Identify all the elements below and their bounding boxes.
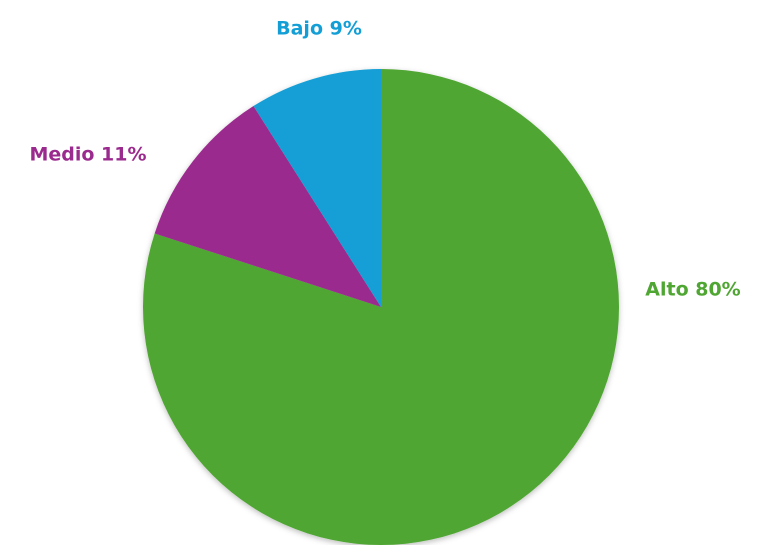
- pie-slices: [143, 69, 620, 545]
- pie-labels: Alto 80% Medio 11% Bajo 9%: [29, 18, 740, 301]
- pie-slice-alto: [143, 69, 620, 545]
- slice-label-medio: Medio 11%: [29, 144, 146, 166]
- slice-label-bajo: Bajo 9%: [276, 18, 362, 40]
- pie-slice-medio: [154, 106, 381, 307]
- slice-label-alto: Alto 80%: [645, 279, 740, 301]
- pie-slice-bajo: [253, 69, 381, 307]
